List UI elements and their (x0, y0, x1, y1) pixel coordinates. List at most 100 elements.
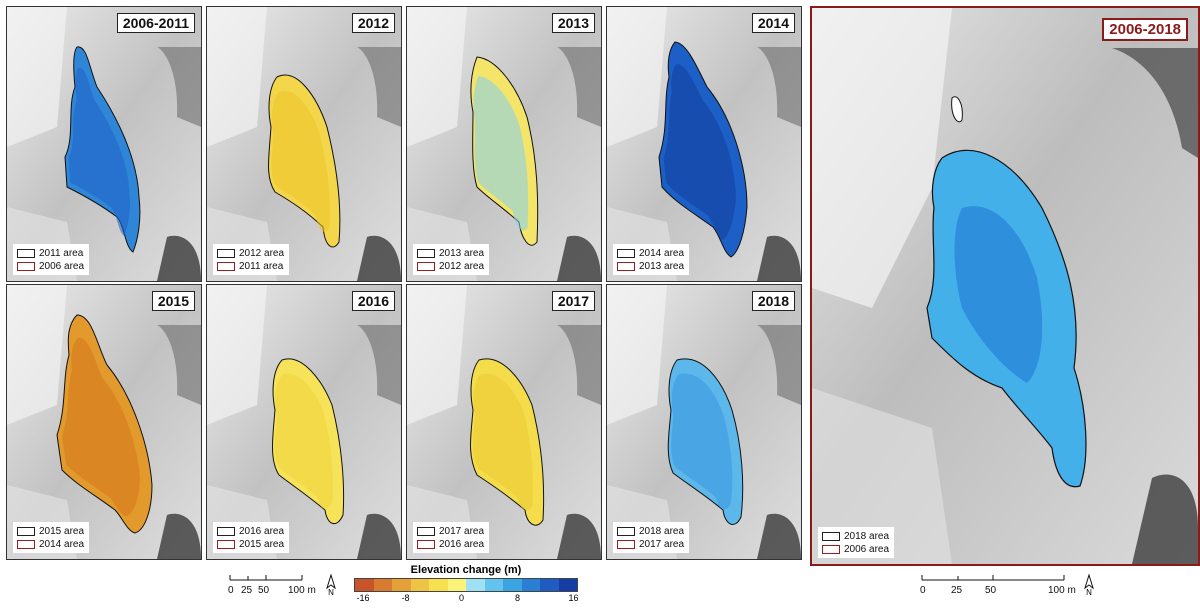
summary-glacier (926, 96, 1087, 488)
hillshade-map (7, 285, 201, 559)
glacier-core (473, 373, 533, 510)
year-map-panel: 2014 2014 area 2013 area (606, 6, 802, 282)
north-label-small: N (328, 588, 334, 597)
legend-new-label: 2011 area (39, 248, 84, 259)
year-label: 2013 (551, 13, 595, 33)
legend-new-label: 2013 area (439, 248, 485, 259)
legend-old-label: 2006 area (39, 261, 85, 272)
year-map-panel: 2012 2012 area 2011 area (206, 6, 402, 282)
year-map-panel: 2006-2011 2011 area 2006 area (6, 6, 202, 282)
hillshade-map (207, 7, 401, 281)
legend-new-label: 2015 area (39, 526, 85, 537)
hillshade-map (607, 285, 801, 559)
glacier-core (68, 67, 130, 236)
glacier-core (473, 76, 529, 231)
new-area-swatch (617, 249, 635, 258)
colorbar-cell (503, 579, 522, 591)
year-label: 2014 (751, 13, 795, 33)
year-label: 2015 (151, 291, 195, 311)
old-area-swatch (617, 540, 635, 549)
legend-new-label: 2012 area (239, 248, 285, 259)
legend-old-label: 2013 area (639, 261, 685, 272)
old-area-swatch (617, 262, 635, 271)
area-legend: 2015 area 2014 area (13, 522, 90, 553)
year-label: 2016 (351, 291, 395, 311)
hillshade-map (7, 7, 201, 281)
colorbar-cell (447, 579, 466, 591)
scale-small-end: 100 m (288, 585, 316, 596)
summary-legend: 2018 area 2006 area (818, 527, 895, 558)
colorbar-cell (484, 579, 503, 591)
colorbar-cell (410, 579, 429, 591)
legend-old-label: 2014 area (39, 539, 85, 550)
area-legend: 2017 area 2016 area (413, 522, 490, 553)
new-area-swatch (417, 527, 435, 536)
area-legend: 2016 area 2015 area (213, 522, 290, 553)
old-area-swatch (417, 262, 435, 271)
legend-new-label: 2017 area (439, 526, 485, 537)
new-area-swatch (217, 527, 235, 536)
scale-bar-large: 0 25 50 100 m (918, 572, 1078, 602)
legend-old-label: 2012 area (439, 261, 485, 272)
north-arrow-large-icon (1084, 573, 1094, 590)
legend-old-label: 2006 area (844, 544, 890, 555)
summary-map-panel: 2006-2018 2018 area 2006 area (810, 6, 1200, 566)
scale-small-tick-0: 0 (228, 585, 234, 596)
old-area-swatch (217, 540, 235, 549)
glacier-core (271, 90, 330, 232)
summary-hillshade (812, 8, 1198, 564)
north-label-large: N (1086, 588, 1092, 597)
colorbar-cell (521, 579, 540, 591)
year-map-panel: 2017 2017 area 2016 area (406, 284, 602, 560)
scale-small-tick-1: 25 (241, 585, 253, 596)
north-arrow-small-icon (326, 573, 336, 590)
north-arrow-small: N (324, 573, 338, 597)
colorbar-cell (355, 579, 374, 591)
colorbar-cell (558, 579, 577, 591)
scale-bar-small-graphic (229, 575, 303, 581)
summary-year-label: 2006-2018 (1102, 18, 1188, 41)
colorbar-tick-label: -8 (401, 593, 410, 603)
hillshade-map (207, 285, 401, 559)
scale-large-tick-1: 25 (951, 585, 963, 596)
colorbar-ramp (354, 578, 578, 592)
area-legend: 2013 area 2012 area (413, 244, 490, 275)
glacier-core (274, 373, 333, 509)
legend-old-label: 2011 area (239, 261, 284, 272)
legend-old-label: 2016 area (439, 539, 485, 550)
legend-new-label: 2016 area (239, 526, 285, 537)
new-area-swatch (617, 527, 635, 536)
scale-bar-large-graphic (921, 575, 1065, 581)
glacier-core (62, 337, 140, 517)
legend-new-label: 2018 area (844, 531, 890, 542)
hillshade-map (407, 7, 601, 281)
colorbar-cell (540, 579, 559, 591)
new-area-swatch (17, 249, 35, 258)
glacier-core (663, 63, 736, 241)
colorbar-cell (466, 579, 485, 591)
hillshade-map (407, 285, 601, 559)
area-legend: 2012 area 2011 area (213, 244, 290, 275)
new-area-swatch (217, 249, 235, 258)
colorbar-cell (429, 579, 448, 591)
scale-large-end: 100 m (1048, 585, 1076, 596)
area-legend: 2014 area 2013 area (613, 244, 690, 275)
year-map-panel: 2016 2016 area 2015 area (206, 284, 402, 560)
colorbar: Elevation change (m) -16 -8 0 8 16 (354, 564, 579, 604)
glacier-core (671, 373, 733, 510)
area-legend: 2018 area 2017 area (613, 522, 690, 553)
scale-large-tick-0: 0 (920, 585, 926, 596)
scale-small-tick-2: 50 (258, 585, 270, 596)
colorbar-tick-label: 8 (515, 593, 521, 603)
year-label: 2006-2011 (116, 13, 195, 33)
colorbar-tick-label: 0 (459, 593, 465, 603)
colorbar-cell (392, 579, 411, 591)
colorbar-tick-label: 16 (568, 593, 579, 603)
legend-new-label: 2014 area (639, 248, 685, 259)
old-area-swatch (17, 262, 35, 271)
old-area-swatch (417, 540, 435, 549)
scale-large-tick-2: 50 (985, 585, 997, 596)
colorbar-tick-label: -16 (356, 593, 370, 603)
year-label: 2017 (551, 291, 595, 311)
new-area-swatch (417, 249, 435, 258)
